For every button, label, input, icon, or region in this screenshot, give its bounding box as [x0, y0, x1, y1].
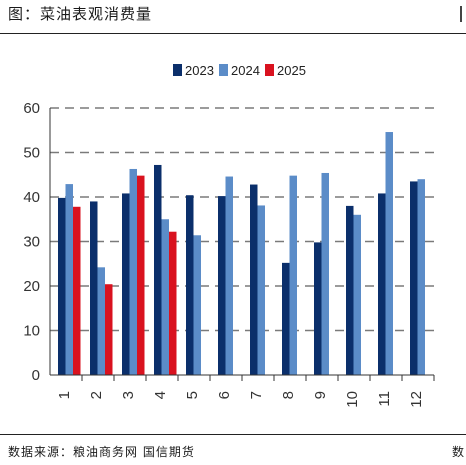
y-tick-label: 10 — [23, 323, 40, 340]
bar-2024-10 — [353, 214, 361, 375]
bar-2023-12 — [410, 181, 418, 375]
bars — [58, 132, 425, 375]
bar-2023-7 — [250, 184, 258, 375]
x-tick-label: 2 — [88, 391, 105, 399]
bar-2023-8 — [282, 262, 290, 375]
bar-2023-5 — [186, 195, 194, 375]
y-tick-label: 50 — [23, 145, 40, 162]
x-tick-label: 5 — [184, 391, 201, 399]
chart-title: 图：菜油表观消费量 — [8, 5, 153, 23]
x-tick-label: 4 — [152, 391, 169, 399]
bar-2024-8 — [289, 175, 297, 375]
legend-swatch-2024 — [219, 64, 228, 76]
bar-2023-10 — [346, 205, 354, 375]
bar-2024-5 — [193, 235, 201, 375]
legend-label-2025: 2025 — [277, 63, 306, 78]
bar-2024-3 — [129, 168, 137, 375]
x-axis: 1 2 3 4 5 6 7 8 9 10 11 12 — [50, 374, 435, 408]
x-tick-label: 11 — [376, 391, 393, 407]
bar-2025-4 — [169, 231, 177, 375]
bar-2024-11 — [385, 132, 393, 375]
bar-2023-1 — [58, 197, 66, 375]
bar-2025-1 — [73, 206, 81, 375]
bar-2025-3 — [137, 175, 145, 375]
x-tick-label: 1 — [56, 391, 73, 399]
bar-2024-12 — [417, 179, 425, 375]
y-tick-label: 0 — [32, 367, 40, 384]
title-divider — [0, 33, 466, 34]
bar-2024-1 — [65, 184, 73, 375]
bar-2023-3 — [122, 193, 130, 375]
legend-swatch-2025 — [265, 64, 274, 76]
y-tick-label: 40 — [23, 189, 40, 206]
y-tick-label: 60 — [23, 100, 40, 117]
bar-2024-2 — [97, 267, 105, 375]
corner-glyph: 数 — [451, 445, 464, 459]
x-tick-label: 9 — [312, 391, 329, 399]
x-tick-label: 12 — [408, 391, 425, 408]
bar-2024-4 — [161, 219, 169, 375]
y-axis: 0 10 20 30 40 50 60 — [23, 100, 51, 384]
bar-2023-4 — [154, 164, 162, 375]
bar-2023-6 — [218, 196, 226, 375]
legend-label-2023: 2023 — [185, 63, 214, 78]
x-tick-label: 6 — [216, 391, 233, 399]
y-tick-label: 20 — [23, 278, 40, 295]
edge-mark — [460, 6, 462, 22]
bar-2024-6 — [225, 176, 233, 375]
bar-2023-2 — [90, 201, 98, 375]
y-tick-label: 30 — [23, 234, 40, 251]
source-note: 数据来源：粮油商务网 国信期货 — [8, 445, 195, 459]
bar-2025-2 — [105, 284, 113, 375]
legend-label-2024: 2024 — [231, 63, 260, 78]
x-tick-label: 3 — [120, 391, 137, 399]
bar-2024-9 — [321, 172, 329, 375]
bar-2023-9 — [314, 242, 322, 375]
x-tick-label: 10 — [344, 391, 361, 408]
legend-swatch-2023 — [173, 64, 182, 76]
legend: 2023 2024 2025 — [173, 63, 306, 78]
x-tick-label: 8 — [280, 391, 297, 399]
x-tick-label: 7 — [248, 391, 265, 399]
gridlines — [50, 107, 434, 332]
bar-2023-11 — [378, 193, 386, 375]
bar-2024-7 — [257, 205, 265, 375]
footer-divider — [0, 434, 466, 435]
